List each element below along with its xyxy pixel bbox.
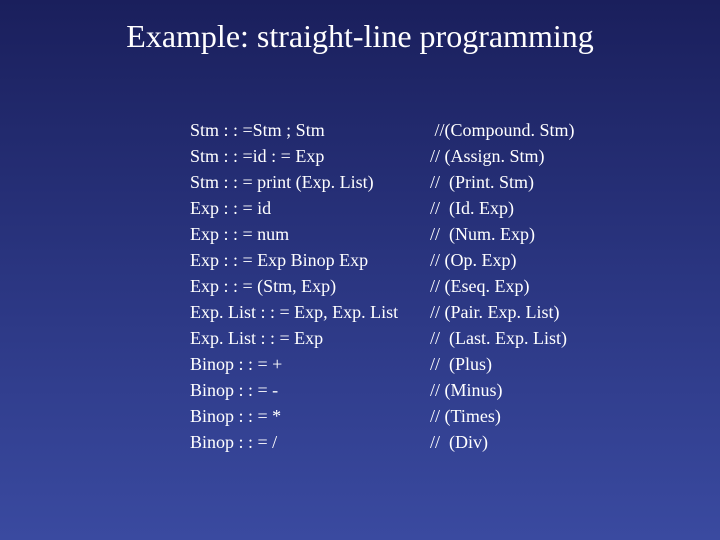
grammar-comment: // (Plus) <box>430 351 575 377</box>
grammar-left-column: Stm : : =Stm ; Stm Stm : : =id : = Exp S… <box>190 117 430 455</box>
grammar-comment: // (Pair. Exp. List) <box>430 299 575 325</box>
grammar-rule: Binop : : = - <box>190 377 430 403</box>
grammar-rule: Exp : : = num <box>190 221 430 247</box>
grammar-rule: Exp. List : : = Exp, Exp. List <box>190 299 430 325</box>
grammar-comment: // (Minus) <box>430 377 575 403</box>
grammar-rule: Exp : : = (Stm, Exp) <box>190 273 430 299</box>
grammar-comment: //(Compound. Stm) <box>430 117 575 143</box>
grammar-rule: Exp : : = id <box>190 195 430 221</box>
grammar-rule: Binop : : = * <box>190 403 430 429</box>
grammar-comment: // (Assign. Stm) <box>430 143 575 169</box>
grammar-rule: Binop : : = + <box>190 351 430 377</box>
grammar-comment: // (Times) <box>430 403 575 429</box>
grammar-rule: Binop : : = / <box>190 429 430 455</box>
grammar-rule: Stm : : = print (Exp. List) <box>190 169 430 195</box>
grammar-rule: Stm : : =Stm ; Stm <box>190 117 430 143</box>
grammar-content: Stm : : =Stm ; Stm Stm : : =id : = Exp S… <box>0 55 720 455</box>
grammar-comment: // (Op. Exp) <box>430 247 575 273</box>
grammar-right-column: //(Compound. Stm) // (Assign. Stm) // (P… <box>430 117 575 455</box>
grammar-rule: Exp : : = Exp Binop Exp <box>190 247 430 273</box>
grammar-rule: Exp. List : : = Exp <box>190 325 430 351</box>
grammar-comment: // (Num. Exp) <box>430 221 575 247</box>
slide-title: Example: straight-line programming <box>0 0 720 55</box>
grammar-comment: // (Eseq. Exp) <box>430 273 575 299</box>
grammar-comment: // (Id. Exp) <box>430 195 575 221</box>
grammar-comment: // (Last. Exp. List) <box>430 325 575 351</box>
grammar-rule: Stm : : =id : = Exp <box>190 143 430 169</box>
grammar-comment: // (Div) <box>430 429 575 455</box>
grammar-comment: // (Print. Stm) <box>430 169 575 195</box>
